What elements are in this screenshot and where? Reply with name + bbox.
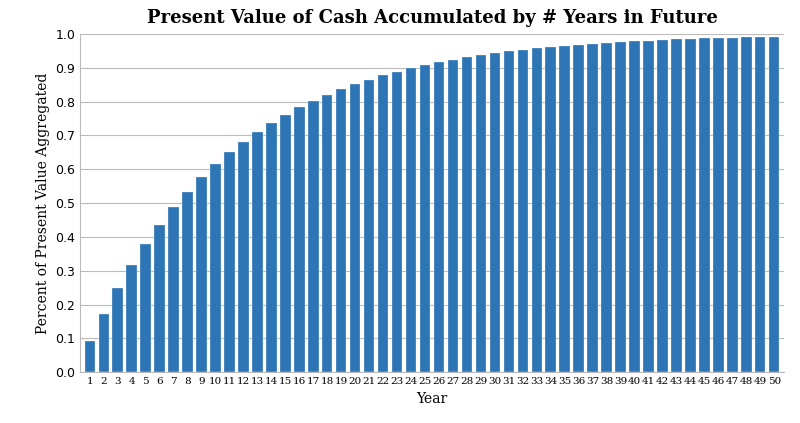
Bar [643,41,654,372]
Bar [713,38,723,372]
Bar [182,192,193,372]
Bar [98,313,109,372]
Bar [769,37,779,372]
Bar [602,43,612,372]
Bar [755,37,766,372]
Bar [531,48,542,372]
Bar [154,225,165,372]
Bar [126,265,137,372]
Title: Present Value of Cash Accumulated by # Years in Future: Present Value of Cash Accumulated by # Y… [146,9,718,27]
Bar [392,71,402,372]
Bar [224,152,234,372]
Bar [546,47,556,372]
Bar [336,89,346,372]
Bar [266,123,277,372]
Bar [141,244,151,372]
Bar [574,45,584,372]
Y-axis label: Percent of Present Value Aggregated: Percent of Present Value Aggregated [35,72,50,334]
Bar [252,132,262,372]
Bar [630,41,640,372]
Bar [364,80,374,372]
Bar [699,38,710,372]
Bar [490,53,500,372]
Bar [210,164,221,372]
Bar [448,60,458,372]
Bar [113,288,123,372]
Bar [294,107,305,372]
Bar [727,38,738,372]
Bar [85,341,95,372]
Bar [238,142,249,372]
Bar [476,55,486,372]
Bar [462,57,472,372]
Bar [685,39,696,372]
Bar [322,95,333,372]
Bar [671,39,682,372]
Bar [615,42,626,372]
Bar [308,101,318,372]
Bar [741,37,751,372]
Bar [168,208,179,372]
Bar [658,40,668,372]
Bar [196,177,206,372]
Bar [559,46,570,372]
Bar [420,65,430,372]
X-axis label: Year: Year [416,392,448,406]
Bar [350,84,361,372]
Bar [434,62,444,372]
Bar [503,52,514,372]
Bar [587,44,598,372]
Bar [280,115,290,372]
Bar [406,68,416,372]
Bar [378,75,388,372]
Bar [518,50,528,372]
